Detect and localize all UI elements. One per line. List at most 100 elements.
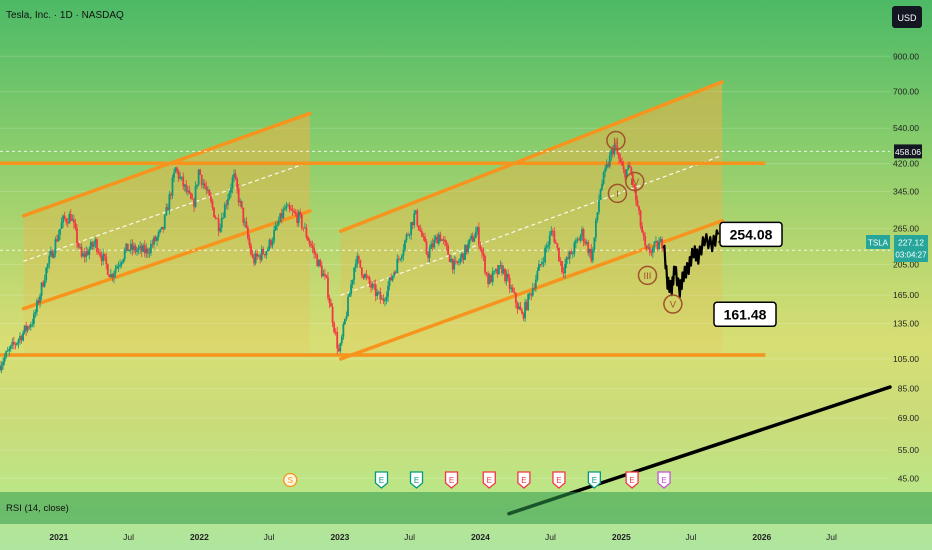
candle-body bbox=[658, 242, 660, 250]
candle-body bbox=[539, 264, 542, 266]
price-tick-label: 700.00 bbox=[893, 87, 919, 97]
candle-body bbox=[156, 236, 158, 241]
candle-body bbox=[393, 272, 396, 276]
candle-body bbox=[5, 351, 8, 357]
price-tick-label: 265.00 bbox=[893, 224, 919, 234]
time-tick-label: 2023 bbox=[330, 532, 349, 542]
candle-body bbox=[579, 235, 582, 241]
candle-body bbox=[314, 253, 317, 255]
candle-body bbox=[248, 238, 251, 246]
candle-body bbox=[6, 350, 9, 352]
time-tick-label: Jul bbox=[264, 532, 275, 542]
candle-body bbox=[431, 243, 434, 248]
candle-body bbox=[294, 212, 297, 215]
candle-body bbox=[97, 251, 100, 253]
price-axis[interactable]: 900.00 700.00 540.00 420.00 345.00 265.00 205.… bbox=[893, 51, 919, 483]
candle-body bbox=[439, 234, 442, 241]
candle-body bbox=[405, 234, 408, 241]
candle-body bbox=[193, 199, 195, 207]
currency-button[interactable]: USD bbox=[892, 6, 922, 28]
candle-body bbox=[357, 256, 360, 260]
time-tick-label: 2025 bbox=[612, 532, 631, 542]
candle-body bbox=[404, 240, 406, 250]
candle-body bbox=[436, 236, 439, 244]
candle-body bbox=[203, 183, 206, 188]
candle-body bbox=[484, 255, 486, 273]
price-tick-label: 345.00 bbox=[893, 186, 919, 196]
candle-body bbox=[8, 348, 11, 351]
candle-body bbox=[511, 287, 514, 292]
candle-body bbox=[425, 241, 428, 254]
candle-body bbox=[494, 269, 497, 271]
candle-body bbox=[62, 215, 65, 223]
candle-body bbox=[510, 287, 513, 289]
candle-body bbox=[647, 247, 650, 249]
candle-body bbox=[462, 253, 465, 260]
candle-body bbox=[206, 189, 209, 191]
candle-body bbox=[323, 273, 326, 276]
candle-body bbox=[71, 219, 74, 221]
candle-body bbox=[236, 178, 239, 189]
candle-body bbox=[256, 253, 259, 257]
candle-body bbox=[410, 222, 413, 235]
candle-body bbox=[12, 341, 15, 345]
candle-body bbox=[587, 242, 590, 254]
candle-body bbox=[0, 365, 1, 371]
candle-body bbox=[69, 214, 72, 221]
candle-body bbox=[240, 200, 243, 208]
time-tick-label: 2022 bbox=[190, 532, 209, 542]
candle-body bbox=[568, 251, 571, 259]
event-label: E bbox=[379, 476, 384, 485]
candle-body bbox=[625, 169, 628, 178]
candle-body bbox=[501, 265, 503, 274]
wave-circle bbox=[607, 183, 628, 204]
candle-body bbox=[417, 225, 420, 231]
candle-body bbox=[531, 288, 534, 296]
candle-body bbox=[538, 264, 540, 271]
candle-body bbox=[559, 261, 562, 262]
time-axis[interactable]: 2021 Jul 2022 Jul 2023 Jul 2024 Jul 2025 Jul 2026 J… bbox=[49, 532, 837, 542]
candle-body bbox=[367, 276, 369, 278]
candle-body bbox=[114, 268, 117, 274]
candle-body bbox=[468, 238, 471, 244]
candle-body bbox=[336, 331, 339, 349]
candle-body bbox=[14, 344, 17, 345]
candle-body bbox=[328, 297, 331, 304]
high-price-badge: 458.06 bbox=[894, 144, 922, 159]
candle-body bbox=[635, 187, 637, 201]
candle-body bbox=[457, 261, 460, 263]
candle-body bbox=[648, 247, 651, 253]
candle-body bbox=[590, 248, 593, 261]
candle-body bbox=[308, 240, 311, 244]
high-price-value: 458.06 bbox=[895, 147, 921, 157]
event-label: E bbox=[629, 476, 634, 485]
earnings-marker bbox=[657, 471, 671, 489]
candle-body bbox=[376, 292, 379, 297]
candle-body bbox=[422, 236, 425, 238]
projection-layer bbox=[662, 229, 720, 298]
candle-body bbox=[571, 253, 574, 255]
candle-body bbox=[291, 210, 294, 212]
candle-body bbox=[548, 235, 551, 245]
candle-body bbox=[487, 273, 490, 284]
last-price-badge: 227.12 03:04:27 bbox=[894, 235, 928, 262]
candle-body bbox=[397, 258, 400, 260]
candle-body bbox=[519, 306, 522, 311]
candle-body bbox=[479, 245, 482, 250]
candle-body bbox=[333, 322, 336, 332]
candle-body bbox=[416, 210, 419, 226]
candle-body bbox=[290, 208, 292, 211]
candle-body bbox=[408, 234, 411, 236]
candle-body bbox=[213, 207, 215, 218]
candle-body bbox=[96, 239, 98, 252]
candle-body bbox=[176, 167, 178, 171]
candle-body bbox=[231, 177, 234, 189]
candle-body bbox=[360, 267, 363, 276]
candle-body bbox=[564, 263, 567, 274]
candle-body bbox=[605, 164, 608, 169]
candle-body bbox=[19, 336, 21, 340]
candle-body bbox=[119, 264, 122, 267]
rsi-pane[interactable]: RSI (14, close) bbox=[0, 492, 932, 524]
earnings-marker bbox=[552, 471, 566, 489]
